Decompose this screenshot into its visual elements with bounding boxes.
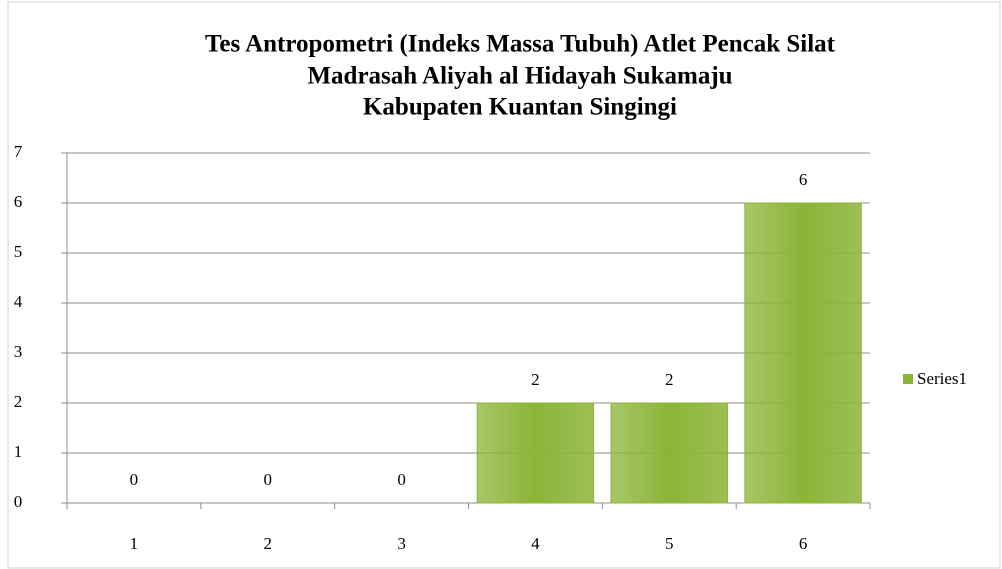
y-tick-label: 6 <box>14 192 23 211</box>
x-tick-label: 2 <box>264 534 273 553</box>
data-label: 0 <box>397 470 406 489</box>
y-tick-label: 2 <box>14 392 23 411</box>
y-tick-label: 4 <box>14 292 23 311</box>
y-tick-label: 5 <box>14 242 23 261</box>
bar <box>610 402 728 504</box>
chart-title: Kabupaten Kuantan Singingi <box>363 94 677 121</box>
bar <box>744 202 862 504</box>
y-tick-label: 3 <box>14 342 23 361</box>
x-tick-label: 1 <box>130 534 139 553</box>
chart-frame <box>7 1 1001 569</box>
y-tick-label: 1 <box>14 442 23 461</box>
y-tick-label: 0 <box>14 492 23 511</box>
chart-title: Madrasah Aliyah al Hidayah Sukamaju <box>307 63 732 90</box>
legend-label: Series1 <box>917 369 967 388</box>
data-label: 2 <box>531 370 540 389</box>
x-tick-label: 3 <box>397 534 406 553</box>
data-label: 6 <box>799 170 808 189</box>
x-tick-label: 5 <box>665 534 674 553</box>
data-label: 0 <box>264 470 273 489</box>
data-label: 0 <box>130 470 139 489</box>
x-tick-label: 6 <box>799 534 808 553</box>
chart-title: Tes Antropometri (Indeks Massa Tubuh) At… <box>205 31 836 58</box>
x-tick-label: 4 <box>531 534 540 553</box>
y-tick-label: 7 <box>14 142 23 161</box>
bar <box>476 402 595 504</box>
data-label: 2 <box>665 370 674 389</box>
legend-swatch <box>903 374 913 384</box>
